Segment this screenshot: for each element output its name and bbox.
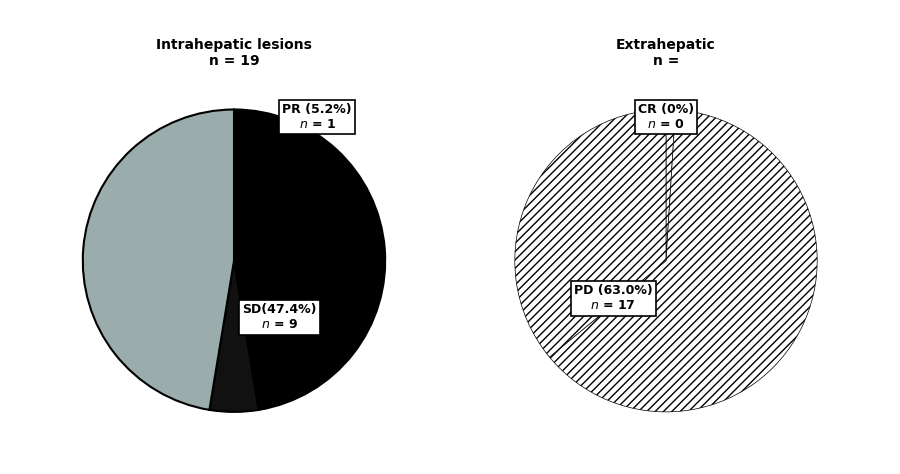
Text: CR (0%)
$\mathit{n}$ = 0: CR (0%) $\mathit{n}$ = 0 xyxy=(638,103,694,131)
Wedge shape xyxy=(666,109,676,261)
Wedge shape xyxy=(515,109,666,357)
Title: Intrahepatic lesions
n = 19: Intrahepatic lesions n = 19 xyxy=(156,37,312,68)
Wedge shape xyxy=(550,110,817,412)
Wedge shape xyxy=(210,261,258,412)
Wedge shape xyxy=(234,109,385,410)
Text: SD(47.4%)
$\mathit{n}$ = 9: SD(47.4%) $\mathit{n}$ = 9 xyxy=(242,303,317,331)
Title: Extrahepatic
n =: Extrahepatic n = xyxy=(616,37,716,68)
Text: PR (5.2%)
$\mathit{n}$ = 1: PR (5.2%) $\mathit{n}$ = 1 xyxy=(283,103,352,131)
Text: PD (63.0%)
$\mathit{n}$ = 17: PD (63.0%) $\mathit{n}$ = 17 xyxy=(573,284,652,312)
Wedge shape xyxy=(83,109,234,410)
